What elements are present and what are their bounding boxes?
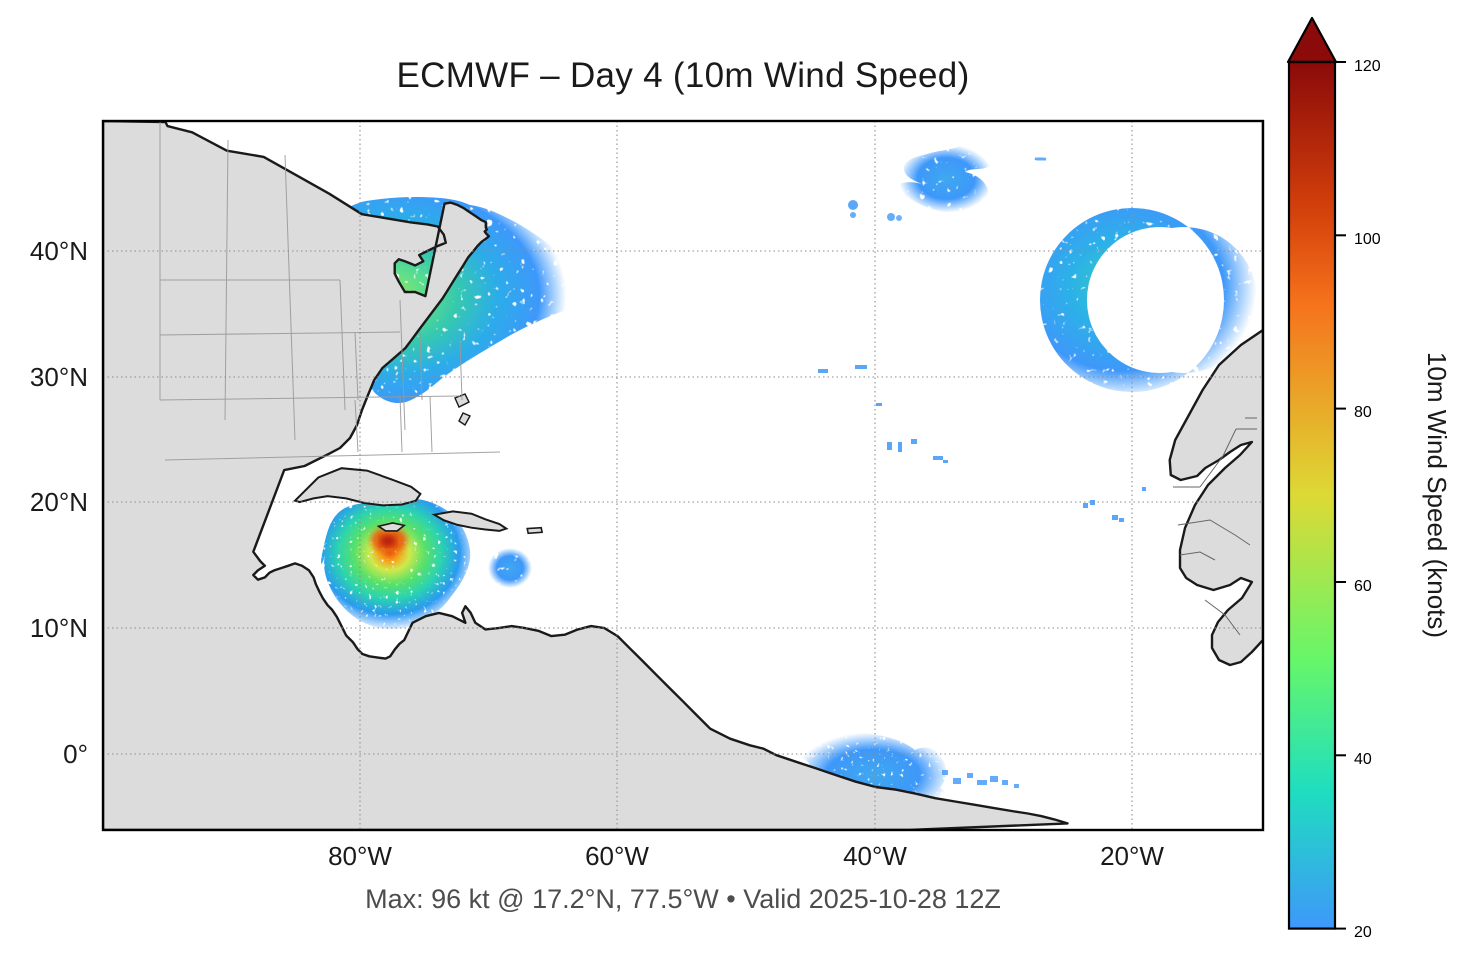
- svg-text:10°N: 10°N: [30, 613, 88, 643]
- svg-text:0°: 0°: [63, 739, 88, 769]
- svg-text:40°N: 40°N: [30, 236, 88, 266]
- svg-text:100: 100: [1354, 231, 1381, 248]
- svg-text:60°W: 60°W: [585, 841, 649, 871]
- svg-text:10m Wind Speed (knots): 10m Wind Speed (knots): [1422, 352, 1452, 638]
- svg-text:20: 20: [1354, 924, 1372, 941]
- svg-text:40°W: 40°W: [843, 841, 907, 871]
- svg-text:40: 40: [1354, 751, 1372, 768]
- svg-text:30°N: 30°N: [30, 362, 88, 392]
- svg-text:120: 120: [1354, 58, 1381, 75]
- svg-text:80°W: 80°W: [328, 841, 392, 871]
- svg-text:20°W: 20°W: [1100, 841, 1164, 871]
- svg-text:60: 60: [1354, 578, 1372, 595]
- svg-text:80: 80: [1354, 404, 1372, 421]
- svg-text:20°N: 20°N: [30, 487, 88, 517]
